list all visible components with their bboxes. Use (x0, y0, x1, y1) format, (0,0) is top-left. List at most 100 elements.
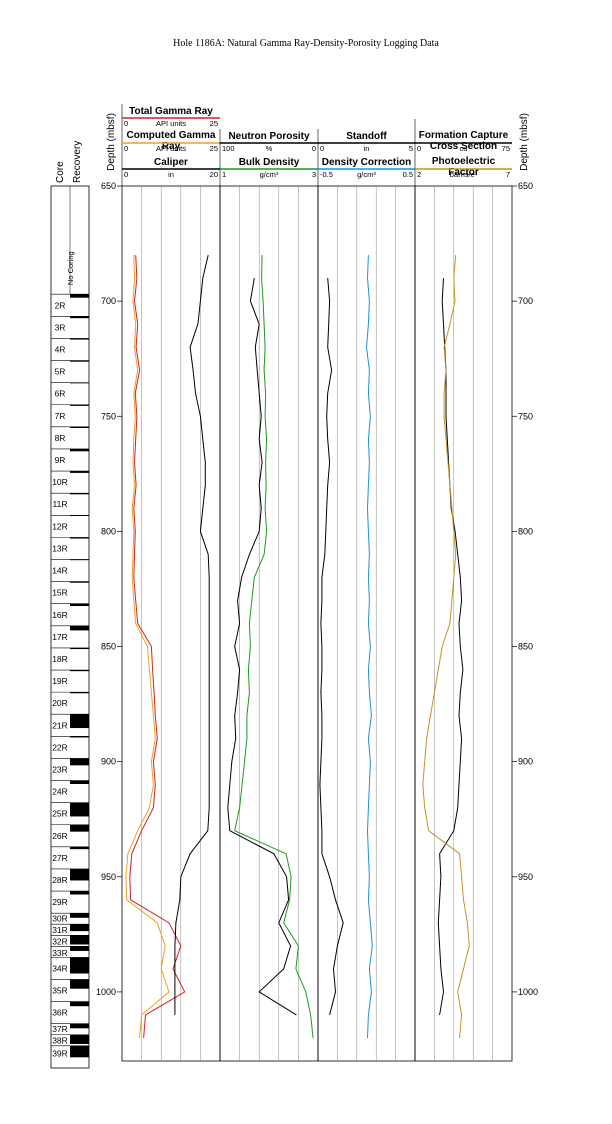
scale-min: 100 (222, 144, 235, 153)
y-tick-label: 700 (101, 296, 116, 306)
curve-name: Total Gamma Ray (129, 106, 213, 117)
core-label: 24R (52, 787, 68, 797)
recovery-block (70, 714, 89, 729)
chart-title: Hole 1186A: Natural Gamma Ray-Density-Po… (173, 38, 439, 49)
recovery-block (70, 946, 89, 951)
core-label: 30R (52, 914, 68, 924)
core-label: 22R (52, 742, 68, 752)
core-label: 23R (52, 764, 68, 774)
core-label: 7R (55, 411, 66, 421)
recovery-block (70, 957, 89, 974)
recovery-block (70, 382, 89, 384)
y-tick-label: 900 (518, 757, 533, 767)
scale-max: 20 (210, 170, 218, 179)
scale-max: 25 (210, 119, 218, 128)
core-label: 6R (55, 389, 66, 399)
recovery-block (70, 824, 89, 832)
y-tick-label: 750 (101, 411, 116, 421)
curve-name: Formation Capture Cross Section (419, 130, 509, 152)
core-label: 38R (52, 1036, 68, 1046)
y-tick-label: 950 (101, 872, 116, 882)
y-tick-label: 1000 (96, 987, 116, 997)
recovery-block (70, 603, 89, 606)
core-label: 11R (53, 499, 68, 509)
core-label: 3R (55, 322, 66, 332)
recovery-block (70, 515, 89, 516)
recovery-block (70, 1023, 89, 1029)
recovery-block (70, 1001, 89, 1007)
y-tick-label: 850 (518, 642, 533, 652)
core-label: 20R (52, 698, 68, 708)
log-curve (437, 278, 464, 1015)
core-label: 35R (52, 986, 68, 996)
core-label: 18R (52, 654, 68, 664)
curve-name: Neutron Porosity (228, 131, 310, 142)
recovery-block (70, 360, 89, 362)
log-curve (319, 278, 344, 1016)
scale-min: -0.5 (320, 170, 333, 179)
core-label: 27R (52, 853, 68, 863)
core-label: 36R (52, 1008, 68, 1018)
core-label: 39R (52, 1048, 68, 1058)
recovery-block (70, 1045, 89, 1058)
core-label: 17R (52, 632, 68, 642)
scale-unit: in (364, 144, 370, 153)
scale-max: 7 (506, 170, 510, 179)
log-curve (174, 254, 210, 1015)
core-label: 4R (55, 344, 66, 354)
core-label: 15R (52, 588, 68, 598)
core-label: 29R (52, 897, 68, 907)
core-label: 25R (52, 809, 68, 819)
scale-unit: barns/e- (450, 170, 478, 179)
y-tick-label: 1000 (518, 987, 538, 997)
recovery-block (70, 426, 89, 429)
core-label: 2R (55, 300, 66, 310)
scale-unit: cu (460, 144, 468, 153)
scale-max: 25 (210, 144, 218, 153)
recovery-block (70, 758, 89, 766)
y-tick-label: 950 (518, 872, 533, 882)
recovery-block (70, 581, 89, 583)
recovery-block (70, 471, 89, 473)
scale-min: 0 (124, 144, 128, 153)
recovery-block (70, 625, 89, 631)
scale-unit: in (168, 170, 174, 179)
recovery-block (70, 868, 89, 881)
y-tick-label: 700 (518, 296, 533, 306)
depth-label: Depth (mbsf) (519, 113, 530, 171)
depth-label: Depth (mbsf) (106, 113, 117, 171)
recovery-block (70, 846, 89, 850)
scale-unit: g/cm³ (357, 170, 376, 179)
scale-min: 2 (417, 170, 421, 179)
y-tick-label: 900 (101, 757, 116, 767)
recovery-block (70, 935, 89, 945)
log-curve (422, 255, 470, 1039)
core-label: 31R (52, 925, 68, 935)
y-tick-label: 800 (518, 526, 533, 536)
curve-name: Density Correction (322, 157, 411, 168)
recovery-block (70, 802, 89, 817)
scale-max: 75 (502, 144, 510, 153)
core-label: 33R (52, 948, 68, 958)
scale-unit: % (266, 144, 273, 153)
core-label: 9R (55, 455, 66, 465)
scale-max: 3 (312, 170, 316, 179)
y-tick-label: 650 (101, 181, 116, 191)
recovery-block (70, 294, 89, 298)
log-curve (129, 255, 186, 1039)
scale-max: 0 (312, 144, 316, 153)
scale-unit: API units (156, 119, 186, 128)
recovery-block (70, 647, 89, 650)
scale-min: 1 (222, 170, 226, 179)
core-label: 26R (52, 831, 68, 841)
scale-min: 0 (417, 144, 421, 153)
y-tick-label: 650 (518, 181, 533, 191)
recovery-block (70, 913, 89, 918)
core-label: 14R (52, 566, 68, 576)
core-header: Core (55, 161, 66, 183)
recovery-block (70, 736, 89, 738)
recovery-block (70, 316, 89, 319)
scale-min: 0 (124, 170, 128, 179)
log-curve (227, 278, 297, 1016)
core-label: 28R (52, 875, 68, 885)
